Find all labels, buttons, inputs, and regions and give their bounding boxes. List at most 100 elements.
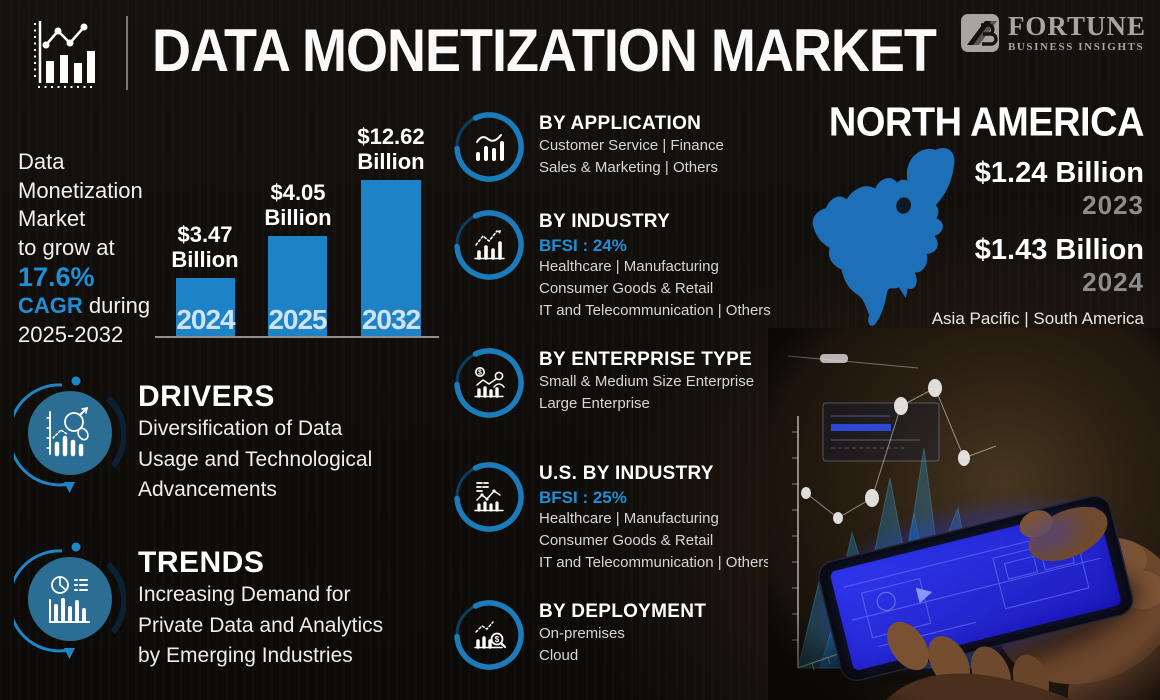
growth-summary: Data Monetization Market to grow at 17.6… — [18, 148, 150, 349]
brand-tagline: BUSINESS INSIGHTS — [1007, 41, 1145, 53]
cagr-suffix: during — [82, 293, 151, 318]
region-value-2024: $1.43 Billion — [974, 234, 1144, 266]
bar-2032 — [361, 180, 421, 336]
segment-title: U.S. BY INDUSTRY — [539, 463, 714, 484]
segment-body: BY DEPLOYMENT On-premises Cloud — [539, 598, 706, 672]
svg-text:$: $ — [495, 635, 500, 644]
cagr-line: CAGR during — [18, 292, 150, 321]
segment-highlight: BFSI : 25% — [539, 488, 627, 507]
drivers-title: DRIVERS — [138, 380, 275, 413]
north-america-panel: NORTH AMERICA $1.24 Billion 2023 $1.43 B… — [800, 100, 1145, 355]
bar-2024 — [176, 278, 235, 336]
header-divider — [126, 16, 128, 90]
circular-arrow-ring-icon — [454, 348, 524, 418]
trends-line: by Emerging Industries — [138, 644, 353, 667]
drivers-body: DRIVERS Diversification of Data Usage an… — [138, 372, 372, 506]
bar-value-unit: Billion — [264, 205, 332, 230]
circular-arrow-ring-icon — [454, 462, 524, 532]
north-america-map — [812, 148, 955, 326]
segment-item: Consumer Goods & Retail — [539, 280, 714, 297]
bar-value-label: $3.47 Billion — [146, 222, 264, 272]
segment-title: BY INDUSTRY — [539, 211, 671, 232]
circular-arrow-ring-icon — [454, 112, 524, 182]
circular-arrow-ring-icon — [454, 210, 524, 280]
growth-line: to grow at — [18, 234, 115, 260]
segment-item: Consumer Goods & Retail — [539, 532, 714, 549]
segment-body: BY INDUSTRY BFSI : 24% Healthcare | Manu… — [539, 208, 771, 322]
people-finance-icon: $ — [474, 367, 505, 398]
segment-item: On-premises — [539, 625, 625, 642]
trends-line: Private Data and Analytics — [138, 613, 384, 637]
drivers-cycle-icon — [14, 376, 126, 493]
svg-text:$: $ — [478, 370, 482, 377]
segment-item: Sales & Marketing | Others — [539, 159, 718, 176]
bar-chart-trend-icon — [476, 134, 504, 161]
growth-line: Market — [18, 206, 86, 231]
segment-us-by-industry: U.S. BY INDUSTRY BFSI : 25% Healthcare |… — [452, 460, 792, 574]
segment-body: BY APPLICATION Customer Service | Financ… — [539, 110, 724, 184]
growth-bars-icon — [474, 230, 505, 260]
drivers-line: Usage and Technological — [138, 447, 373, 471]
segment-by-industry: BY INDUSTRY BFSI : 24% Healthcare | Manu… — [452, 208, 792, 322]
growth-line: Data — [18, 149, 65, 174]
drivers-line: Diversification of Data — [138, 417, 343, 440]
fortune-business-insights-logo: FORTUNE BUSINESS INSIGHTS — [959, 12, 1146, 54]
growth-line: Monetization — [18, 177, 143, 203]
segment-item: Healthcare | Manufacturing — [539, 258, 719, 275]
trends-section: TRENDS Increasing Demand for Private Dat… — [14, 538, 383, 672]
bar-value-amount: $4.05 — [270, 180, 326, 205]
bar-value-amount: $3.47 — [177, 222, 233, 247]
drivers-section: DRIVERS Diversification of Data Usage an… — [14, 372, 372, 506]
bar-value-unit: Billion — [357, 149, 425, 174]
segment-icon-wrap: $ — [452, 598, 526, 672]
segment-icon-wrap — [452, 110, 526, 184]
market-size-bar-chart: $3.47 Billion $4.05 Billion $12.62 Billi… — [155, 112, 439, 338]
trends-cycle-icon — [14, 542, 126, 659]
segment-body: U.S. BY INDUSTRY BFSI : 25% Healthcare |… — [539, 460, 771, 574]
bar-value-label: $4.05 Billion — [239, 180, 357, 230]
bar-year-label: 2025 — [268, 304, 327, 335]
brand-name: FORTUNE — [1007, 11, 1146, 41]
trends-line: Increasing Demand for — [138, 583, 351, 606]
cagr-value: 17.6% — [18, 262, 95, 292]
other-regions-line: Asia Pacific | South America — [931, 309, 1144, 328]
segment-icon-wrap — [452, 208, 526, 282]
bar-year-label: 2032 — [361, 304, 421, 335]
segment-by-deployment: $ BY DEPLOYMENT On-premises Cloud — [452, 598, 792, 672]
forecast-period: 2025-2032 — [18, 321, 124, 347]
segment-item: Large Enterprise — [539, 395, 650, 412]
segment-item: Small & Medium Size Enterprise — [539, 373, 755, 390]
region-value-2023: $1.24 Billion — [974, 157, 1144, 189]
bar-value-amount: $12.62 — [357, 124, 425, 149]
bar-2025 — [268, 236, 327, 336]
drivers-line: Advancements — [138, 478, 277, 501]
segment-icon-wrap: $ — [452, 346, 526, 420]
market-chart-logo-icon — [34, 21, 95, 88]
region-year-2024: 2024 — [1082, 267, 1144, 297]
circular-arrow-ring-icon — [454, 600, 524, 670]
trends-title: TRENDS — [138, 546, 265, 579]
fbi-mark-icon — [960, 14, 999, 52]
segment-body: BY ENTERPRISE TYPE Small & Medium Size E… — [539, 346, 754, 420]
cagr-label: CAGR — [18, 293, 83, 318]
chart-baseline — [155, 336, 439, 338]
segment-by-enterprise-type: $ BY ENTERPRISE TYPE Small & Medium Size… — [452, 346, 792, 420]
region-year-2023: 2023 — [1082, 190, 1144, 220]
segment-item: Healthcare | Manufacturing — [539, 510, 719, 527]
magnifier-finance-icon: $ — [474, 621, 507, 649]
bar-year-label: 2024 — [176, 304, 235, 335]
segment-item: Cloud — [539, 647, 579, 664]
trends-body: TRENDS Increasing Demand for Private Dat… — [138, 538, 383, 672]
page-title: DATA MONETIZATION MARKET — [152, 17, 937, 85]
region-title: NORTH AMERICA — [828, 100, 1145, 146]
segment-title: BY APPLICATION — [539, 113, 702, 134]
segment-by-application: BY APPLICATION Customer Service | Financ… — [452, 110, 792, 184]
segment-item: IT and Telecommunication | Others — [539, 554, 771, 571]
hand-phone-hologram-photo — [768, 328, 1160, 700]
bar-value-label: $12.62 Billion — [332, 124, 450, 174]
segment-item: IT and Telecommunication | Others — [539, 302, 771, 319]
report-trend-icon — [474, 482, 504, 512]
segment-title: BY DEPLOYMENT — [539, 601, 707, 622]
segment-title: BY ENTERPRISE TYPE — [539, 349, 753, 370]
